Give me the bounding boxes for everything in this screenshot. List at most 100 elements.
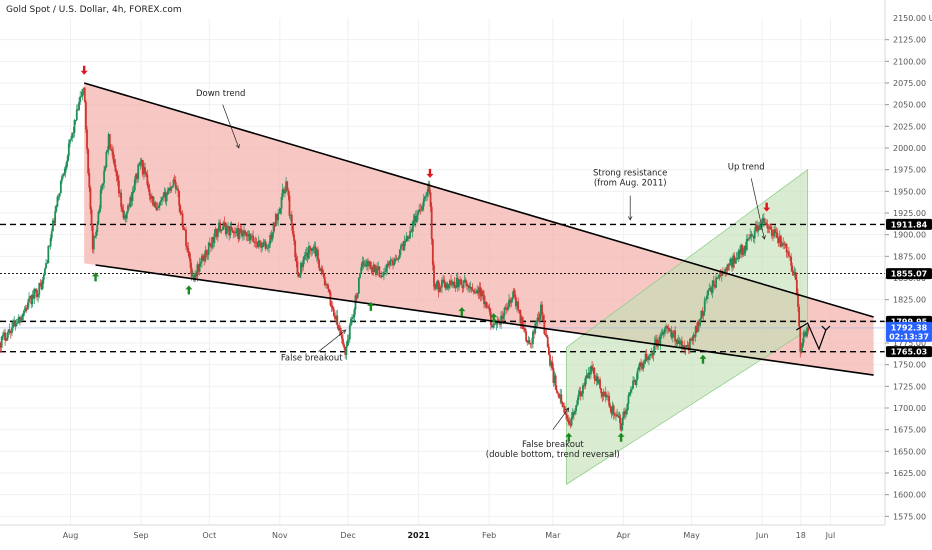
candle-body	[676, 339, 679, 344]
candle-body	[40, 283, 43, 290]
candle-body	[231, 230, 234, 233]
candle-body	[436, 280, 439, 284]
candle-body	[21, 316, 24, 321]
candle-body	[368, 261, 371, 267]
candle-body	[373, 264, 376, 267]
candle-body	[678, 340, 681, 345]
candle-body	[692, 334, 695, 341]
candle-body	[96, 224, 99, 233]
candle-body	[443, 279, 446, 283]
candle-body	[206, 254, 209, 256]
candle-body	[472, 290, 475, 293]
candle-body	[277, 213, 280, 221]
candle-body	[177, 188, 179, 192]
candle-body	[48, 245, 51, 247]
candle-body	[427, 183, 430, 193]
candle-body	[344, 347, 347, 355]
candle-body	[348, 325, 351, 340]
candle-body	[419, 209, 422, 211]
candle-body	[710, 287, 713, 293]
candle-body	[88, 173, 91, 188]
candle-body	[117, 180, 120, 194]
candle-body	[519, 310, 522, 324]
candle-body	[201, 255, 203, 262]
candle-body	[328, 289, 331, 293]
candle-body	[563, 406, 566, 414]
candle-body	[271, 232, 274, 240]
candle-body	[303, 256, 306, 261]
candle-body	[773, 229, 775, 237]
candle-body	[337, 325, 340, 331]
candle-body	[319, 267, 322, 272]
candle-body	[599, 379, 601, 389]
candle-body	[80, 96, 83, 98]
candle-body	[794, 272, 797, 281]
candle-body	[425, 195, 427, 197]
candle-body	[265, 248, 268, 249]
candle-body	[175, 188, 178, 190]
candle-body	[784, 243, 787, 245]
candle-body	[612, 405, 615, 415]
candle-body	[795, 280, 798, 294]
candle-body	[75, 109, 78, 120]
candle-body	[129, 197, 132, 207]
candle-body	[0, 343, 2, 348]
candle-body	[547, 346, 550, 355]
candle-body	[305, 252, 308, 256]
candle-body	[590, 366, 592, 375]
candle-body	[593, 367, 596, 379]
candle-body	[228, 226, 231, 236]
candle-body	[235, 231, 237, 234]
candle-body	[500, 315, 502, 325]
candle-body	[569, 423, 572, 426]
candle-body	[544, 333, 547, 335]
candle-body	[403, 240, 406, 251]
candle-body	[567, 418, 570, 422]
annotation-pointer	[318, 329, 347, 352]
price-tick-label: 1600.00	[893, 491, 926, 500]
candle-body	[624, 411, 626, 415]
candle-body	[155, 207, 158, 210]
candle-body	[36, 289, 38, 298]
candle-body	[690, 338, 692, 340]
candle-body	[355, 295, 358, 298]
candle-body	[234, 232, 236, 234]
candle-body	[714, 286, 716, 288]
candle-body	[246, 234, 249, 237]
price-tick-label: 2025.00	[893, 122, 926, 131]
candle-body	[162, 196, 165, 198]
candle-body	[693, 334, 696, 337]
candle-body	[629, 389, 632, 393]
candle-body	[792, 271, 795, 275]
candle-body	[542, 315, 545, 321]
candle-body	[131, 191, 134, 201]
price-tag-text: 1765.03	[891, 348, 927, 357]
candle-body	[469, 287, 472, 289]
candle-body	[136, 174, 138, 179]
candle-body	[351, 317, 353, 319]
candle-body	[356, 293, 359, 298]
candle-body	[780, 235, 782, 247]
candle-body	[397, 257, 400, 259]
candle-body	[164, 192, 167, 202]
candle-body	[47, 245, 50, 263]
current-price-tag	[886, 321, 932, 342]
price-tick-label: 1900.00	[893, 231, 926, 240]
candle-body	[108, 134, 111, 149]
candle-body	[73, 120, 76, 133]
candle-body	[462, 280, 465, 289]
candle-body	[245, 232, 248, 235]
candle-body	[158, 202, 161, 206]
candle-body	[371, 267, 374, 273]
candle-body	[598, 379, 600, 384]
candle-body	[330, 305, 333, 308]
candle-body	[396, 258, 399, 260]
candle-body	[84, 101, 87, 130]
candle-body	[41, 279, 44, 290]
price-tag-countdown: 02:13:37	[889, 332, 929, 341]
candle-body	[764, 222, 766, 224]
candle-body	[747, 238, 749, 240]
candle-body	[689, 338, 691, 351]
candle-body	[292, 225, 294, 235]
candle-body	[331, 307, 334, 310]
